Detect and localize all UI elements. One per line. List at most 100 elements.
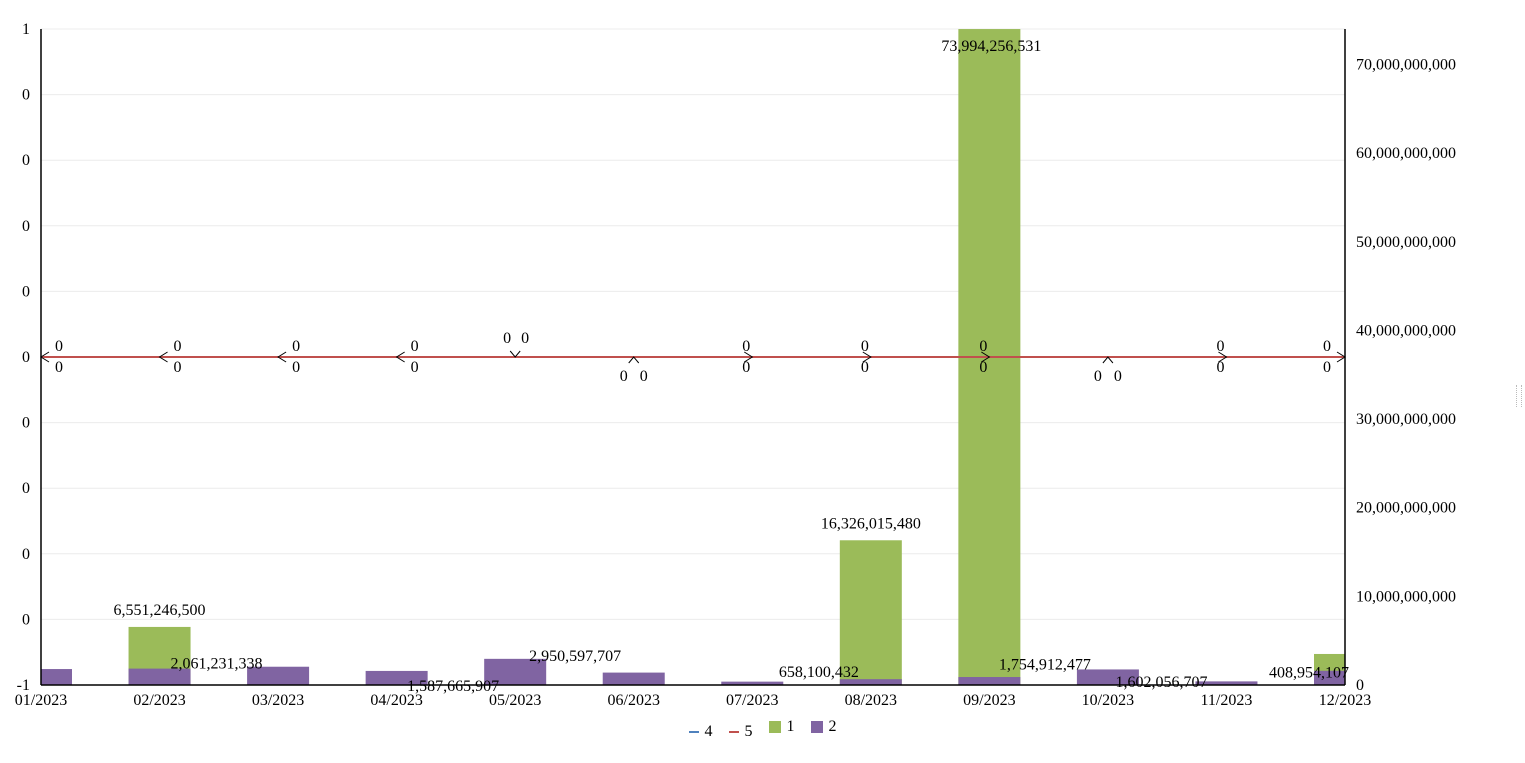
line-point-marker — [509, 350, 521, 358]
line-data-label: 0 — [503, 330, 511, 347]
line-data-label: 0 — [292, 359, 300, 376]
line-data-label: 0 — [620, 368, 628, 385]
bar-series-2 — [602, 672, 665, 685]
line-point-marker — [1218, 351, 1228, 363]
line-data-label: 0 — [742, 338, 750, 355]
left-axis-tick-label: 1 — [22, 21, 30, 38]
bar-series-2 — [1195, 681, 1258, 685]
left-axis-tick-label: 0 — [22, 546, 30, 563]
line-data-label: 0 — [1323, 338, 1331, 355]
right-axis-tick-label: 40,000,000,000 — [1356, 322, 1456, 339]
bar-series-2 — [247, 666, 310, 685]
line-data-label: 0 — [979, 359, 987, 376]
bar-data-label: 1,602,056,707 — [1115, 674, 1207, 691]
line-data-label: 0 — [1323, 359, 1331, 376]
legend-item-4[interactable]: 4 — [688, 723, 713, 741]
line-data-label: 0 — [1114, 368, 1122, 385]
line-data-label: 0 — [55, 359, 63, 376]
left-axis-tick-label: 0 — [22, 349, 30, 366]
x-axis-tick-label: 03/2023 — [252, 692, 304, 709]
line-point-marker — [1102, 356, 1114, 364]
bar-data-label: 2,061,231,338 — [171, 656, 263, 673]
x-axis-tick-label: 04/2023 — [370, 692, 422, 709]
resize-handle[interactable] — [1516, 385, 1522, 407]
x-axis-tick-label: 01/2023 — [15, 692, 67, 709]
legend-label-4: 4 — [704, 723, 713, 740]
line-point-marker — [862, 351, 872, 363]
bar-data-label: 2,950,597,707 — [529, 648, 621, 665]
line-data-label: 0 — [1094, 368, 1102, 385]
bar-series-2 — [958, 677, 1021, 685]
right-axis-tick-label: 70,000,000,000 — [1356, 56, 1456, 73]
line-data-label: 0 — [174, 359, 182, 376]
x-axis-tick-label: 02/2023 — [133, 692, 185, 709]
line-data-label: 0 — [174, 338, 182, 355]
x-axis-tick-label: 09/2023 — [963, 692, 1015, 709]
line-data-label: 0 — [742, 359, 750, 376]
legend-swatch-2 — [810, 721, 823, 733]
x-axis-tick-label: 11/2023 — [1201, 692, 1253, 709]
left-axis-tick-label: 0 — [22, 218, 30, 235]
legend-label-2: 2 — [828, 718, 837, 735]
legend-swatch-5 — [728, 731, 739, 733]
line-point-marker — [395, 351, 405, 363]
right-axis-tick-label: 0 — [1356, 677, 1364, 694]
x-axis-tick-label: 12/2023 — [1319, 692, 1371, 709]
bar-data-label: 408,954,107 — [1269, 664, 1349, 681]
line-data-label: 0 — [292, 338, 300, 355]
legend-label-1: 1 — [786, 718, 795, 735]
legend-swatch-4 — [688, 731, 699, 733]
x-axis-tick-label: 06/2023 — [608, 692, 660, 709]
left-axis-tick-label: -1 — [17, 677, 30, 694]
right-axis-tick-label: 60,000,000,000 — [1356, 145, 1456, 162]
left-axis-tick-label: 0 — [22, 611, 30, 628]
line-point-marker — [744, 351, 754, 363]
legend-item-5[interactable]: 5 — [728, 723, 753, 741]
line-data-label: 0 — [411, 359, 419, 376]
bar-series-2 — [721, 681, 784, 685]
bar-data-label: 16,326,015,480 — [821, 515, 921, 532]
bar-series-2 — [1076, 669, 1139, 685]
line-point-marker — [981, 351, 991, 363]
right-axis-tick-label: 30,000,000,000 — [1356, 411, 1456, 428]
chart-legend: 4 5 1 2 — [0, 718, 1525, 741]
bar-data-label: 73,994,256,531 — [941, 38, 1041, 55]
left-axis-tick-label: 0 — [22, 283, 30, 300]
line-data-label: 0 — [861, 338, 869, 355]
left-axis-tick-label: 0 — [22, 152, 30, 169]
legend-label-5: 5 — [744, 723, 753, 740]
bar-data-label: 1,587,665,907 — [407, 678, 499, 695]
right-axis-tick-label: 50,000,000,000 — [1356, 234, 1456, 251]
line-data-label: 0 — [1216, 338, 1224, 355]
legend-swatch-1 — [768, 721, 781, 733]
legend-item-2[interactable]: 2 — [810, 718, 837, 736]
bar-series-2 — [839, 679, 902, 685]
line-data-label: 0 — [411, 338, 419, 355]
x-axis-tick-label: 10/2023 — [1082, 692, 1134, 709]
bar-series-2 — [484, 658, 547, 685]
left-axis-tick-label: 0 — [22, 415, 30, 432]
bar-data-label: 1,754,912,477 — [999, 656, 1091, 673]
line-data-label: 0 — [861, 359, 869, 376]
line-data-label: 0 — [55, 338, 63, 355]
legend-item-1[interactable]: 1 — [768, 718, 795, 736]
line-point-marker — [628, 356, 640, 364]
right-axis-tick-label: 20,000,000,000 — [1356, 500, 1456, 517]
line-data-label: 0 — [640, 368, 648, 385]
bar-series-2 — [128, 668, 191, 685]
right-axis-tick-label: 10,000,000,000 — [1356, 588, 1456, 605]
bar-series-2 — [1314, 670, 1345, 685]
bar-series-1 — [839, 540, 902, 685]
bar-series-2 — [41, 669, 72, 685]
x-axis-tick-label: 05/2023 — [489, 692, 541, 709]
line-point-marker — [158, 351, 168, 363]
line-data-label: 0 — [521, 330, 529, 347]
left-axis-tick-label: 0 — [22, 87, 30, 104]
bar-series-2 — [365, 670, 428, 685]
line-data-label: 0 — [1216, 359, 1224, 376]
bar-data-label: 658,100,432 — [779, 664, 859, 681]
bar-data-label: 6,551,246,500 — [114, 602, 206, 619]
combo-chart: 1 0 0 0 0 0 0 0 0 0 -1 0 10,000,000,000 20,000,000,00… — [15, 21, 1456, 709]
x-axis-tick-label: 07/2023 — [726, 692, 778, 709]
line-data-label: 0 — [979, 338, 987, 355]
